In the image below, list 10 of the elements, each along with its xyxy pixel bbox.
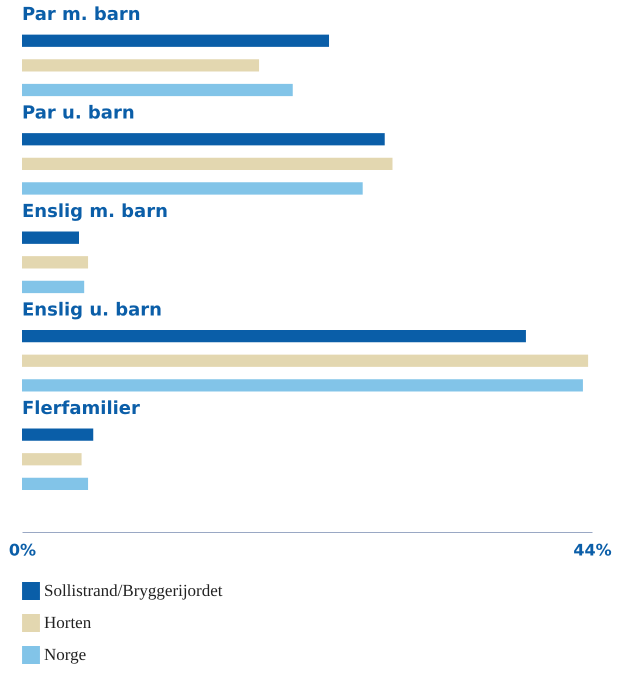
- y-tick-label: Flerfamilier: [22, 398, 140, 419]
- y-tick-label: Par m. barn: [22, 4, 141, 26]
- legend-label: Norge: [44, 645, 86, 664]
- legend-label: Sollistrand/Bryggerijordet: [44, 581, 223, 600]
- x-tick-label: 44%: [573, 540, 612, 560]
- y-tick-label: Enslig u. barn: [22, 300, 162, 321]
- y-tick-label: Par u. barn: [22, 102, 135, 124]
- legend-label: Horten: [44, 613, 92, 632]
- x-tick-label: 0%: [8, 540, 36, 560]
- y-tick-label: Enslig m. barn: [22, 201, 168, 222]
